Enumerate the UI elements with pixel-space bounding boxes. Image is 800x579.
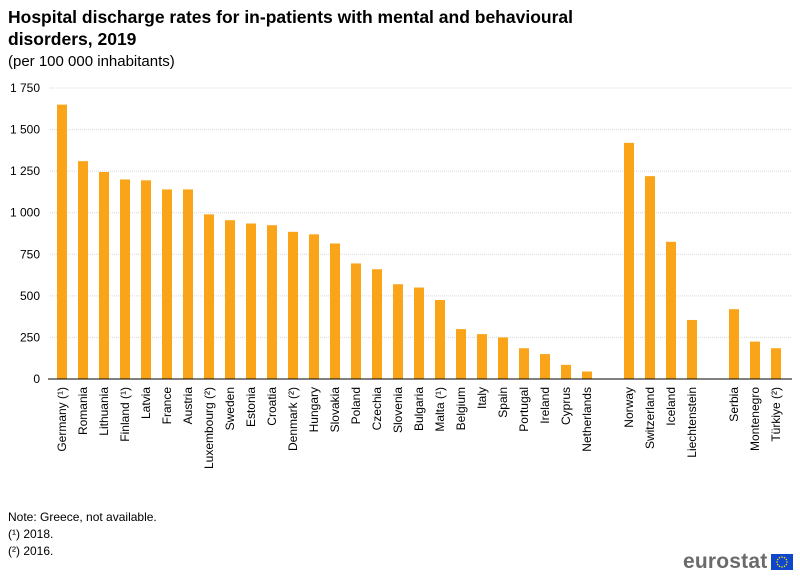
footnote-2: (²) 2016. — [8, 544, 54, 558]
x-tick-label: Netherlands — [580, 387, 594, 452]
bar — [498, 337, 508, 379]
x-tick-label: Iceland — [664, 387, 678, 426]
bar-chart: 0 250 500 750 1 000 1 250 1 500 1 750 Germany (… — [10, 81, 792, 469]
bar — [750, 341, 760, 379]
bar — [687, 319, 697, 379]
x-tick-label: Denmark (²) — [286, 387, 300, 451]
x-tick-label: Hungary — [307, 387, 321, 432]
bar — [414, 287, 424, 379]
y-tick-label: 1 250 — [10, 164, 40, 178]
flag-star — [784, 556, 786, 559]
x-tick-label: Spain — [496, 387, 510, 418]
bar — [204, 214, 214, 379]
eu-flag-icon — [771, 554, 794, 570]
bar — [477, 334, 487, 379]
eurostat-logo: eurostat — [683, 550, 794, 573]
bar — [393, 284, 403, 379]
flag-star — [785, 563, 788, 566]
x-tick-label: Bulgaria — [412, 387, 426, 431]
x-tick-label: Liechtenstein — [685, 387, 699, 458]
bar — [309, 234, 319, 379]
bar — [288, 231, 298, 379]
bar — [267, 225, 277, 379]
chart-subtitle: (per 100 000 inhabitants) — [8, 53, 175, 70]
bar — [729, 309, 739, 379]
x-tick-label: Ireland — [538, 387, 552, 424]
flag-star — [781, 566, 784, 568]
notes: Note: Greece, not available. (¹) 2018. (… — [8, 509, 157, 560]
y-tick-label: 1 500 — [10, 123, 40, 137]
y-tick-label: 750 — [20, 247, 40, 261]
bar — [519, 348, 529, 379]
y-axis-ticks: 0 250 500 750 1 000 1 250 1 500 1 750 — [10, 81, 40, 386]
flag-star — [786, 561, 789, 563]
x-tick-label: Romania — [76, 387, 90, 435]
x-tick-label: Lithuania — [97, 387, 111, 436]
bar — [351, 263, 361, 379]
eurostat-wordmark: eurostat — [683, 550, 768, 573]
x-tick-label: Cyprus — [559, 387, 573, 425]
x-axis-ticks: Germany (¹) Romania Lithuania Finland (¹) La… — [55, 387, 783, 469]
x-tick-label: Norway — [622, 387, 636, 428]
bar — [582, 371, 592, 379]
x-tick-label: Germany (¹) — [55, 387, 69, 452]
x-tick-label: Slovenia — [391, 387, 405, 433]
x-tick-label: France — [160, 387, 174, 425]
bar — [78, 161, 88, 379]
flag-star — [779, 565, 781, 568]
x-tick-label: Finland (¹) — [118, 387, 132, 442]
flag-star — [779, 556, 781, 559]
flag-star — [777, 558, 779, 561]
x-tick-label: Italy — [475, 387, 489, 409]
bar — [666, 241, 676, 379]
bar — [435, 300, 445, 379]
bar — [771, 348, 781, 379]
x-tick-label: Croatia — [265, 387, 279, 426]
y-tick-label: 1 750 — [10, 81, 40, 95]
x-tick-label: Slovakia — [328, 387, 342, 433]
flag-star — [776, 561, 779, 563]
x-tick-label: Belgium — [454, 387, 468, 430]
bar — [225, 220, 235, 379]
bar — [456, 329, 466, 379]
x-tick-label: Poland — [349, 387, 363, 424]
y-tick-label: 250 — [20, 330, 40, 344]
bars — [57, 104, 781, 379]
footnote-1: (¹) 2018. — [8, 527, 54, 541]
x-tick-label: Luxembourg (²) — [202, 387, 216, 469]
bar — [141, 180, 151, 379]
flag-star — [777, 563, 779, 566]
x-tick-label: Portugal — [517, 387, 531, 432]
bar — [372, 269, 382, 379]
bar — [246, 223, 256, 379]
bar — [57, 104, 67, 379]
x-tick-label: Serbia — [727, 387, 741, 422]
x-tick-label: Czechia — [370, 387, 384, 431]
bar — [624, 142, 634, 379]
bar — [540, 354, 550, 379]
bar — [120, 179, 130, 379]
bar — [162, 189, 172, 379]
y-tick-label: 500 — [20, 289, 40, 303]
y-tick-label: 0 — [33, 372, 40, 386]
flag-star — [784, 565, 786, 568]
x-tick-label: Switzerland — [643, 387, 657, 449]
x-tick-label: Sweden — [223, 387, 237, 430]
chart-title: Hospital discharge rates for in-patients… — [8, 7, 573, 49]
bar — [99, 171, 109, 379]
bar — [645, 176, 655, 379]
x-tick-label: Malta (¹) — [433, 387, 447, 432]
x-tick-label: Montenegro — [748, 387, 762, 451]
bar — [183, 189, 193, 379]
x-tick-label: Austria — [181, 387, 195, 425]
x-tick-label: Türkiye (²) — [769, 387, 783, 442]
bar — [330, 243, 340, 379]
x-tick-label: Latvia — [139, 387, 153, 419]
bar — [561, 364, 571, 379]
y-tick-label: 1 000 — [10, 206, 40, 220]
flag-star — [781, 556, 784, 558]
note-greece: Note: Greece, not available. — [8, 510, 157, 524]
flag-star — [785, 558, 788, 561]
x-tick-label: Estonia — [244, 387, 258, 427]
